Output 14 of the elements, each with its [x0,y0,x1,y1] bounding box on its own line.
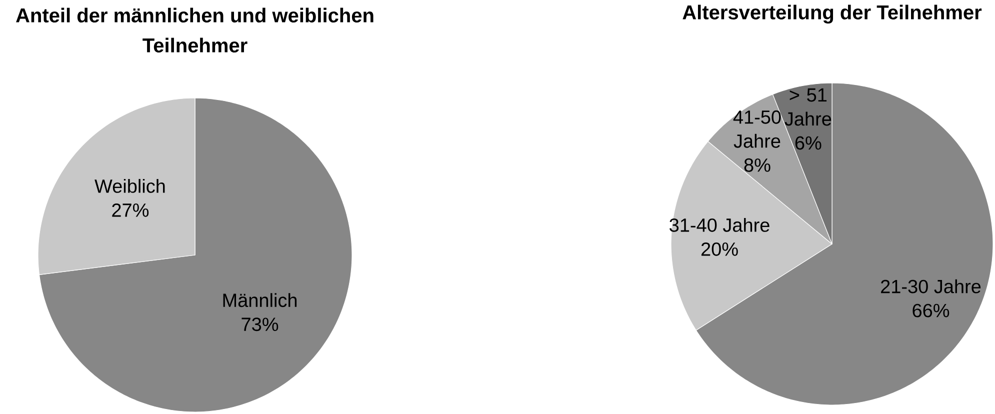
slice-label: 21-30 Jahre [881,279,981,294]
data-label: 66% [912,304,950,318]
slice-label: 31-40 Jahre [670,218,770,232]
chart-title: Anteil der männlichen und weiblichen Teilnehmer [16,8,374,53]
chart-title: Altersverteilung der Teilnehmer [682,4,982,24]
data-label: 20% [701,242,738,256]
data-label: 8% [744,158,770,172]
data-label: 73% [242,318,278,332]
data-label: 6% [795,136,822,150]
slice-label: Männlich [223,293,297,308]
slice-label: Weiblich [94,178,165,193]
slice-label: 41-50 Jahre [733,110,781,148]
data-label: 27% [112,203,149,217]
slice-label: > 51 Jahre [784,88,832,126]
